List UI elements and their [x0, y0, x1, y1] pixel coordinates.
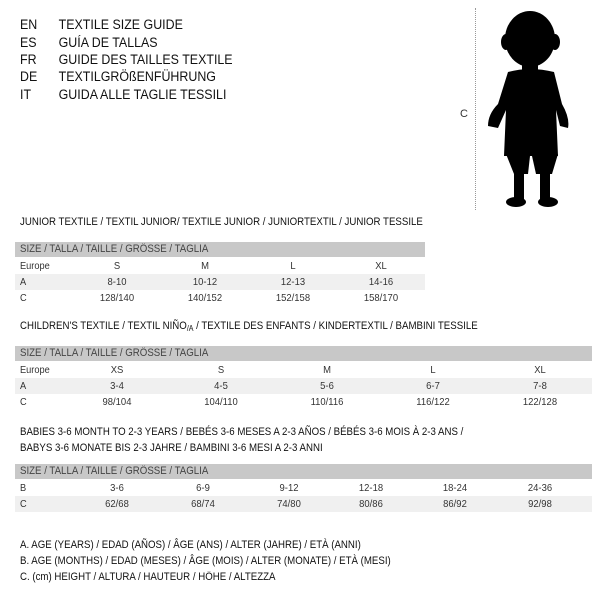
- babies-size-header: SIZE / TALLA / TAILLE / GRÖSSE / TAGLIA: [15, 464, 592, 479]
- legend-c: C. (cm) HEIGHT / ALTURA / HAUTEUR / HÖHE…: [20, 571, 276, 583]
- legend-a: A. AGE (YEARS) / EDAD (AÑOS) / ÂGE (ANS)…: [20, 539, 361, 551]
- table-row: C 62/68 68/74 74/80 80/86 86/92 92/98: [15, 496, 592, 512]
- legend-b: B. AGE (MONTHS) / EDAD (MESES) / ÂGE (MO…: [20, 555, 391, 567]
- children-section-title: CHILDREN'S TEXTILE / TEXTIL NIÑO/A / TEX…: [20, 320, 478, 333]
- table-row: C 128/140 140/152 152/158 158/170: [20, 292, 399, 304]
- height-measure-label: C: [460, 108, 468, 120]
- lang-it: IT GUIDA ALLE TAGLIE TESSILI: [20, 87, 227, 102]
- babies-section-title-line2: BABYS 3-6 MONATE BIS 2-3 JAHRE / BAMBINI…: [20, 442, 323, 454]
- lang-en: EN TEXTILE SIZE GUIDE: [20, 17, 183, 32]
- table-row: Europe S M L XL: [20, 260, 387, 272]
- table-row: C 98/104 104/110 110/116 116/122 122/128: [20, 396, 558, 408]
- height-measure-line: [475, 8, 476, 210]
- table-row: Europe XS S M L XL: [20, 364, 546, 376]
- lang-es: ES GUÍA DE TALLAS: [20, 35, 158, 50]
- table-row: A 8-10 10-12 12-13 14-16: [15, 274, 425, 290]
- children-size-header: SIZE / TALLA / TAILLE / GRÖSSE / TAGLIA: [15, 346, 592, 361]
- child-silhouette-icon: [488, 11, 569, 207]
- babies-section-title-line1: BABIES 3-6 MONTH TO 2-3 YEARS / BEBÉS 3-…: [20, 426, 464, 438]
- table-row: A 3-4 4-5 5-6 6-7 7-8: [15, 378, 592, 394]
- junior-section-title: JUNIOR TEXTILE / TEXTIL JUNIOR/ TEXTILE …: [20, 216, 423, 228]
- lang-de: DE TEXTILGRÖßENFÜHRUNG: [20, 69, 216, 84]
- lang-fr: FR GUIDE DES TAILLES TEXTILE: [20, 52, 233, 67]
- junior-size-header: SIZE / TALLA / TAILLE / GRÖSSE / TAGLIA: [15, 242, 425, 257]
- table-row: B 3-6 6-9 9-12 12-18 18-24 24-36: [20, 482, 553, 494]
